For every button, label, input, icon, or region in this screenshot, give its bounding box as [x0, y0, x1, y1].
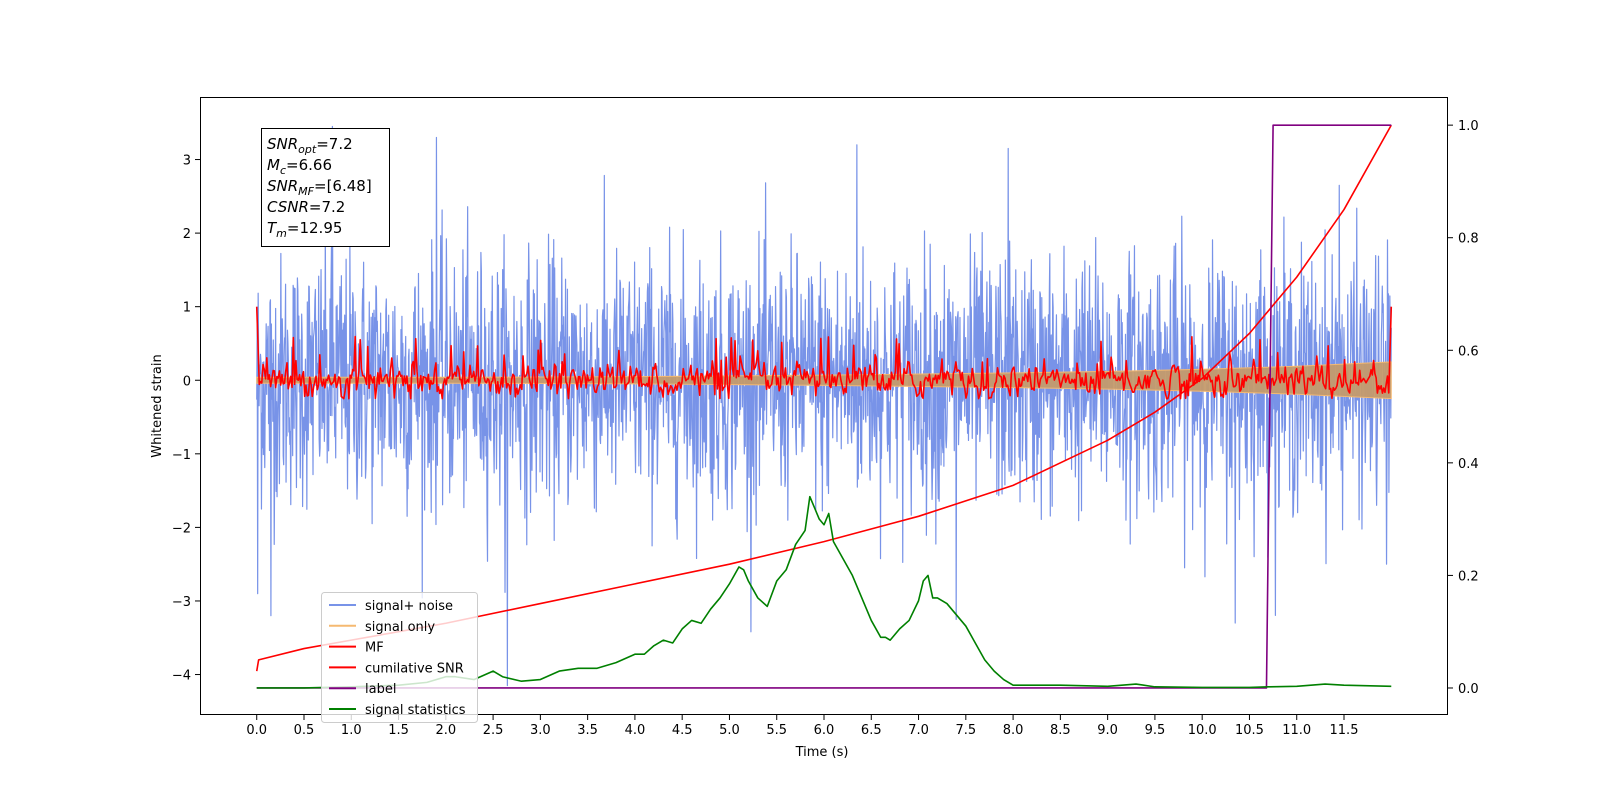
annotation-line: Tm=12.95 — [267, 219, 342, 240]
legend-label: MF — [365, 641, 384, 656]
y-tick-label: −1 — [172, 448, 191, 463]
legend-label: label — [365, 682, 396, 697]
annotation-subscript: opt — [298, 143, 317, 156]
y-right-tick-label: 0.0 — [1458, 682, 1479, 697]
y-axis-left: 3 2 1 0 −1 −2 −3 −4 — [172, 154, 200, 684]
annotation-subscript: MF — [298, 185, 314, 198]
legend-frame — [321, 592, 478, 723]
annotation-line: Mc=6.66 — [267, 156, 332, 177]
y-right-tick-label: 0.2 — [1458, 569, 1479, 584]
legend-signal-only: signal only — [329, 620, 435, 635]
y-right-tick-label: 0.6 — [1458, 344, 1479, 359]
series-mf-line — [255, 306, 1393, 400]
y-right-tick-label: 0.8 — [1458, 232, 1479, 247]
y-axis-label: Whitened strain — [150, 354, 165, 457]
annotation-value: =7.2 — [309, 198, 345, 216]
x-tick-label: 4.5 — [672, 723, 693, 738]
x-tick-label: 7.5 — [955, 723, 976, 738]
legend: signal+ noise signal only MF cumilative SNR… — [321, 592, 478, 723]
annotation-line: SNRMF=[6.48] — [267, 177, 372, 198]
legend-label: label — [329, 682, 396, 697]
x-tick-label: 2.5 — [483, 723, 504, 738]
x-tick-label: 11.0 — [1282, 723, 1311, 738]
annotation-line: CSNR=7.2 — [267, 198, 345, 216]
x-tick-label: 11.5 — [1330, 723, 1359, 738]
legend-label: signal only — [365, 620, 435, 635]
y-tick-label: 2 — [183, 227, 191, 242]
annotation-line: SNRopt=7.2 — [267, 135, 353, 156]
x-tick-label: 9.0 — [1097, 723, 1118, 738]
x-tick-label: 8.5 — [1050, 723, 1071, 738]
annotation-symbol: T — [267, 219, 278, 237]
plot-frame — [200, 97, 1448, 715]
y-right-tick-label: 1.0 — [1458, 119, 1479, 134]
x-tick-label: 2.0 — [435, 723, 456, 738]
legend-mf: MF — [329, 641, 384, 656]
legend-label: signal statistics — [365, 703, 466, 718]
annotation-value: =12.95 — [287, 219, 343, 237]
y-tick-label: 1 — [183, 301, 191, 316]
annotation-symbol: CSNR — [267, 198, 309, 216]
x-tick-label: 6.0 — [814, 723, 835, 738]
y-tick-label: 3 — [183, 154, 191, 169]
y-tick-label: −4 — [172, 669, 191, 684]
y-tick-label: −2 — [172, 521, 191, 536]
x-tick-label: 9.5 — [1145, 723, 1166, 738]
annotation-subscript: m — [276, 227, 287, 240]
x-tick-label: 5.5 — [766, 723, 787, 738]
annotation-symbol: SNR — [267, 177, 298, 195]
annotation-subscript: c — [280, 164, 286, 177]
x-tick-label: 7.0 — [908, 723, 929, 738]
x-tick-label: 3.5 — [577, 723, 598, 738]
series-label-line — [256, 124, 1392, 689]
annotation-symbol: M — [267, 156, 280, 174]
legend-label: signal+ noise — [365, 599, 453, 614]
annotation-symbol: SNR — [267, 135, 298, 153]
y-tick-label: 0 — [183, 374, 191, 389]
annotation-value: =[6.48] — [314, 177, 372, 195]
legend-signal-statistics: signal statistics — [329, 703, 466, 718]
x-tick-label: 0.0 — [246, 723, 267, 738]
annotation-frame — [261, 128, 390, 247]
legend-signal-noise: signal+ noise — [329, 599, 453, 614]
x-tick-label: 0.5 — [294, 723, 315, 738]
x-tick-label: 5.0 — [719, 723, 740, 738]
legend-cumulative-snr: cumilative SNR — [329, 661, 464, 676]
x-tick-label: 8.0 — [1003, 723, 1024, 738]
x-tick-label: 1.0 — [341, 723, 362, 738]
x-axis-label: Time (s) — [795, 745, 849, 760]
annotation-value: =7.2 — [316, 135, 352, 153]
y-right-tick-label: 0.4 — [1458, 457, 1479, 472]
annotation-value: =6.66 — [286, 156, 332, 174]
legend-label: cumilative SNR — [365, 661, 464, 676]
series-signal-statistics-line — [256, 495, 1392, 689]
y-tick-label: −3 — [172, 595, 191, 610]
y-axis-right: 1.0 0.8 0.6 0.4 0.2 0.0 — [1448, 119, 1479, 697]
x-tick-label: 6.5 — [861, 723, 882, 738]
x-tick-label: 10.0 — [1188, 723, 1217, 738]
x-tick-label: 3.0 — [530, 723, 551, 738]
x-tick-label: 1.5 — [388, 723, 409, 738]
x-tick-label: 4.0 — [625, 723, 646, 738]
x-tick-label: 10.5 — [1235, 723, 1264, 738]
annotation-box: SNRopt=7.2Mc=6.66SNRMF=[6.48]CSNR=7.2Tm=… — [261, 128, 390, 247]
x-axis: 0.0 0.5 1.0 1.5 2.0 2.5 3.0 3.5 4.0 4.5 5.0 5.5 6.0 6… — [246, 715, 1358, 738]
